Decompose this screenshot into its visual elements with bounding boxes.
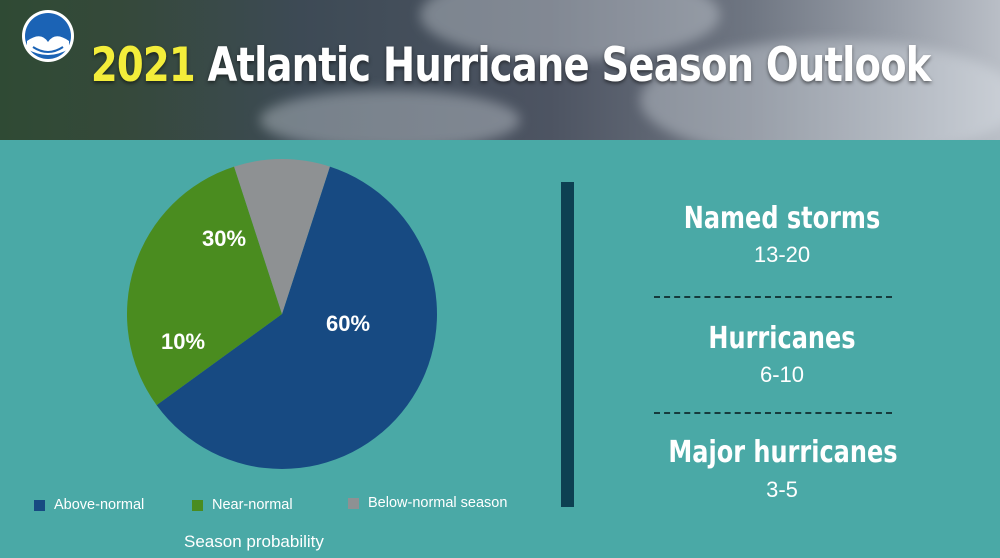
legend-label-above-normal: Above-normal xyxy=(54,497,145,513)
noaa-logo xyxy=(22,10,74,62)
vertical-divider xyxy=(561,182,574,507)
data-label-above-normal: 60% xyxy=(326,311,370,336)
legend-swatch-above-normal xyxy=(34,499,45,511)
page-title: 2021 Atlantic Hurricane Season Outlook xyxy=(90,36,932,96)
cloud-texture xyxy=(640,40,1000,140)
legend-item-below-normal: Below-normal season xyxy=(348,493,507,513)
legend-item-near-normal: Near-normal xyxy=(192,495,293,515)
data-label-below-normal: 10% xyxy=(161,329,205,354)
legend-swatch-below-normal xyxy=(348,497,359,509)
stat-label-hurricanes: Hurricanes xyxy=(708,321,856,356)
slice-below-normal xyxy=(234,159,330,314)
header-banner: 2021 Atlantic Hurricane Season Outlook xyxy=(0,0,1000,140)
stat-value-hurricanes: 6-10 xyxy=(759,362,805,387)
legend-label-below-normal: Below-normal season xyxy=(368,495,508,511)
legend-swatch-near-normal xyxy=(192,499,203,511)
pie-chart: 60% 30% 10% xyxy=(126,159,437,470)
dashed-separator xyxy=(654,296,892,298)
cloud-texture xyxy=(260,90,520,140)
slice-above-normal xyxy=(156,166,437,470)
slice-near-normal xyxy=(126,166,282,406)
stat-label-named-storms: Named storms xyxy=(683,201,881,236)
dashed-separator xyxy=(654,412,892,414)
title-year: 2021 xyxy=(90,38,196,93)
legend-item-above-normal: Above-normal xyxy=(34,495,144,515)
title-text: Atlantic Hurricane Season Outlook xyxy=(194,38,931,93)
data-label-near-normal: 30% xyxy=(202,226,246,251)
legend-label-near-normal: Near-normal xyxy=(212,497,293,513)
stat-label-major-hurricanes: Major hurricanes xyxy=(668,435,898,470)
x-axis-label: Season probability xyxy=(184,532,324,551)
stat-value-major-hurricanes: 3-5 xyxy=(766,477,798,502)
stat-value-named-storms: 13-20 xyxy=(753,242,811,267)
